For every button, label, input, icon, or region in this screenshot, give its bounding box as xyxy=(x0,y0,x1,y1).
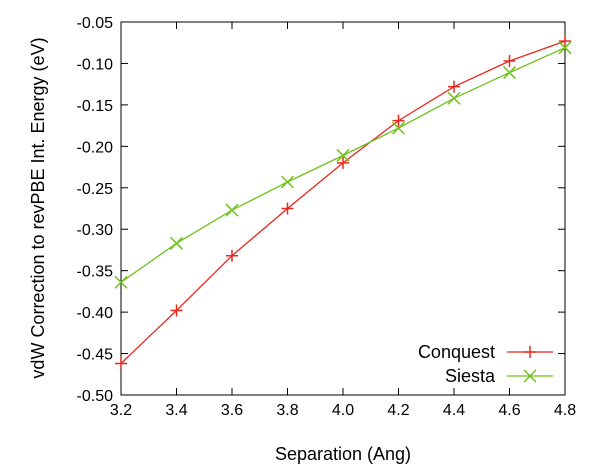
x-tick-label: 4.2 xyxy=(387,402,409,419)
data-point-conquest xyxy=(448,80,460,93)
legend-marker-conquest xyxy=(524,346,536,358)
series-line-conquest xyxy=(120,40,566,364)
series-conquest xyxy=(115,35,571,370)
x-tick-label: 4.6 xyxy=(498,402,520,419)
y-tick-label: -0.45 xyxy=(77,347,114,364)
legend: Conquest Siesta xyxy=(418,342,553,386)
legend-marker-siesta xyxy=(523,369,537,383)
data-point-conquest xyxy=(503,54,516,67)
y-tick-labels: -0.05 -0.10 -0.15 -0.20 -0.25 -0.30 -0.35 -0.40… xyxy=(77,15,114,405)
data-point-siesta xyxy=(169,236,184,250)
legend-label-siesta: Siesta xyxy=(445,366,496,386)
x-tick-label: 3.2 xyxy=(110,402,132,419)
y-tick-label: -0.50 xyxy=(77,388,114,405)
data-point-conquest xyxy=(281,202,294,215)
axis-ticks xyxy=(120,21,566,396)
data-point-conquest xyxy=(337,156,349,169)
y-tick-label: -0.25 xyxy=(77,181,114,198)
y-tick-label: -0.15 xyxy=(77,98,114,115)
data-point-siesta xyxy=(447,91,461,105)
y-tick-label: -0.40 xyxy=(77,305,114,322)
x-tick-label: 3.6 xyxy=(221,402,243,419)
data-point-siesta xyxy=(280,175,295,189)
x-tick-label: 4.8 xyxy=(554,402,576,419)
data-point-siesta xyxy=(114,275,128,289)
data-point-siesta xyxy=(336,148,350,162)
y-tick-label: -0.35 xyxy=(77,264,114,281)
series-siesta xyxy=(114,41,572,289)
x-tick-labels: 3.2 3.4 3.6 3.8 4.0 4.2 4.4 4.6 4.8 xyxy=(110,402,576,419)
series-layer xyxy=(114,35,572,370)
data-point-conquest xyxy=(559,35,571,48)
legend-label-conquest: Conquest xyxy=(418,342,495,362)
x-tick-label: 4.4 xyxy=(443,402,465,419)
x-tick-label: 3.8 xyxy=(276,402,298,419)
data-point-conquest xyxy=(170,304,183,317)
y-tick-label: -0.05 xyxy=(77,15,114,32)
data-point-siesta xyxy=(225,203,239,217)
data-point-siesta xyxy=(558,41,572,55)
y-tick-label: -0.10 xyxy=(77,56,114,73)
y-axis-title: vdW Correction to revPBE Int. Energy (eV… xyxy=(28,37,48,378)
y-tick-label: -0.20 xyxy=(77,139,114,156)
data-point-siesta xyxy=(502,66,517,80)
x-axis-title: Separation (Ang) xyxy=(275,444,411,464)
data-point-siesta xyxy=(391,121,406,135)
data-point-conquest xyxy=(115,357,127,370)
x-tick-label: 4.0 xyxy=(332,402,354,419)
data-point-conquest xyxy=(392,114,405,127)
data-point-conquest xyxy=(226,249,238,262)
x-tick-label: 3.4 xyxy=(165,402,187,419)
y-tick-label: -0.30 xyxy=(77,222,114,239)
